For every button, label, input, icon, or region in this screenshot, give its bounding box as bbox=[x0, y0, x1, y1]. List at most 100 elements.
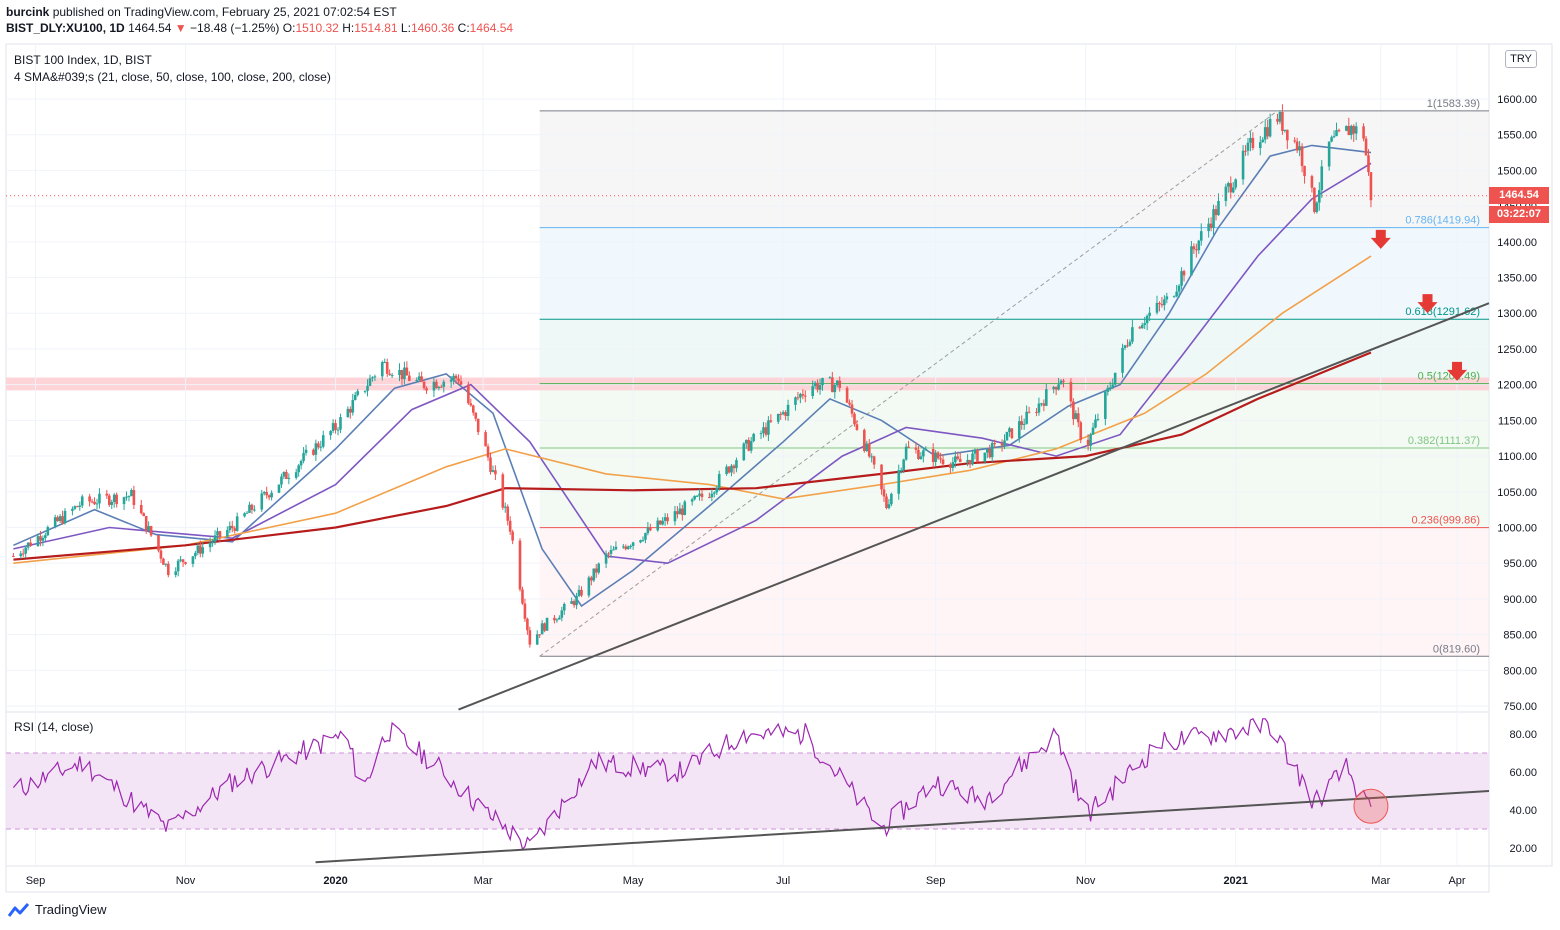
footer-brand[interactable]: TradingView bbox=[8, 902, 107, 917]
candle-body bbox=[749, 441, 753, 451]
candle-body bbox=[575, 595, 578, 606]
candle-body bbox=[1042, 403, 1046, 406]
legend-sma[interactable]: 4 SMA&#039;s (21, close, 50, close, 100,… bbox=[14, 70, 331, 84]
rsi-tick-label: 20.00 bbox=[1509, 843, 1537, 855]
candle-body bbox=[609, 550, 613, 554]
candle-body bbox=[794, 397, 797, 405]
countdown-tag: 03:22:07 bbox=[1489, 206, 1549, 223]
candle-body bbox=[931, 448, 935, 463]
low-value: 1460.36 bbox=[410, 21, 455, 35]
close-value: 1464.54 bbox=[469, 21, 514, 35]
rsi-tick-label: 60.00 bbox=[1509, 767, 1537, 779]
candle-body bbox=[282, 471, 286, 477]
candle-body bbox=[752, 433, 755, 442]
candle-body bbox=[265, 492, 268, 496]
candle-body bbox=[904, 446, 908, 460]
candle-body bbox=[762, 427, 765, 434]
candle-body bbox=[1123, 345, 1127, 348]
candle-body bbox=[469, 403, 473, 406]
candle-body bbox=[56, 517, 59, 521]
candle-body bbox=[191, 556, 195, 564]
candle-body bbox=[712, 492, 716, 494]
candle-body bbox=[882, 489, 886, 497]
time-axis[interactable] bbox=[5, 865, 1490, 893]
price-change: −18.48 (−1.25%) bbox=[190, 21, 280, 35]
candle-body bbox=[590, 577, 593, 581]
fib-zone bbox=[539, 110, 1489, 228]
price-axis[interactable] bbox=[1488, 43, 1553, 867]
candle-body bbox=[897, 470, 901, 494]
candle-body bbox=[299, 460, 303, 466]
candle-body bbox=[353, 394, 357, 400]
candle-body bbox=[744, 439, 748, 444]
y-tick-label: 1150.00 bbox=[1498, 415, 1537, 427]
candle-body bbox=[95, 503, 99, 505]
down-arrow-icon bbox=[1447, 361, 1468, 381]
candle-body bbox=[1003, 440, 1006, 446]
candle-body bbox=[1283, 129, 1287, 131]
candle-body bbox=[243, 513, 246, 517]
candle-body bbox=[233, 528, 237, 531]
fib-level-label: 0.382(1111.37) bbox=[1408, 435, 1480, 447]
fib-zone bbox=[539, 227, 1489, 320]
candle-body bbox=[587, 577, 591, 596]
candle-body bbox=[1217, 200, 1220, 216]
candle-body bbox=[545, 617, 549, 631]
candle-body bbox=[125, 496, 128, 498]
sma-line-100 bbox=[13, 255, 1372, 564]
candle-body bbox=[1059, 380, 1063, 385]
candle-body bbox=[811, 386, 814, 396]
candle-body bbox=[1335, 130, 1338, 137]
candle-body bbox=[476, 418, 480, 433]
candle-body bbox=[356, 391, 359, 395]
y-tick-label: 900.00 bbox=[1503, 594, 1537, 606]
candle-body bbox=[949, 464, 952, 468]
candle-body bbox=[855, 424, 859, 430]
candle-body bbox=[863, 429, 866, 451]
candle-body bbox=[597, 563, 601, 573]
candle-body bbox=[331, 423, 335, 432]
x-tick-label: Mar bbox=[1371, 875, 1390, 887]
candle-body bbox=[985, 448, 989, 453]
candle-body bbox=[216, 531, 219, 536]
candle-body bbox=[250, 504, 254, 510]
candle-body bbox=[1086, 439, 1090, 446]
candle-body bbox=[1249, 137, 1252, 143]
candle-body bbox=[801, 394, 805, 396]
footer-brand-label: TradingView bbox=[35, 902, 107, 917]
candle-body bbox=[1177, 285, 1181, 292]
candle-body bbox=[1163, 299, 1166, 306]
currency-badge[interactable]: TRY bbox=[1505, 50, 1537, 68]
candle-body bbox=[1143, 323, 1146, 326]
sma-line-50 bbox=[13, 162, 1372, 565]
candle-body bbox=[329, 431, 332, 436]
tradingview-logo-icon bbox=[8, 902, 30, 917]
candle-body bbox=[1261, 139, 1265, 143]
author-name[interactable]: burcink bbox=[6, 5, 50, 19]
candle-body bbox=[560, 610, 564, 618]
x-tick-label: Sep bbox=[926, 875, 946, 887]
candle-body bbox=[629, 545, 632, 547]
y-tick-label: 1500.00 bbox=[1497, 165, 1537, 177]
candle-body bbox=[122, 497, 126, 505]
candle-body bbox=[1094, 419, 1097, 428]
candle-body bbox=[1182, 271, 1186, 276]
candle-body bbox=[201, 547, 205, 554]
candle-body bbox=[336, 429, 340, 431]
candle-body bbox=[1054, 386, 1058, 390]
candle-body bbox=[1027, 411, 1031, 413]
candle-body bbox=[521, 589, 524, 604]
candle-body bbox=[1096, 418, 1100, 420]
candle-body bbox=[973, 449, 977, 454]
candle-body bbox=[403, 367, 406, 380]
candle-body bbox=[21, 553, 25, 555]
x-tick-label: Apr bbox=[1448, 875, 1465, 887]
candle-body bbox=[417, 376, 421, 380]
candle-body bbox=[1190, 246, 1193, 276]
candle-body bbox=[371, 377, 374, 379]
candle-body bbox=[437, 386, 441, 389]
candle-body bbox=[230, 525, 234, 529]
candle-body bbox=[314, 443, 318, 455]
candle-body bbox=[1234, 179, 1237, 188]
